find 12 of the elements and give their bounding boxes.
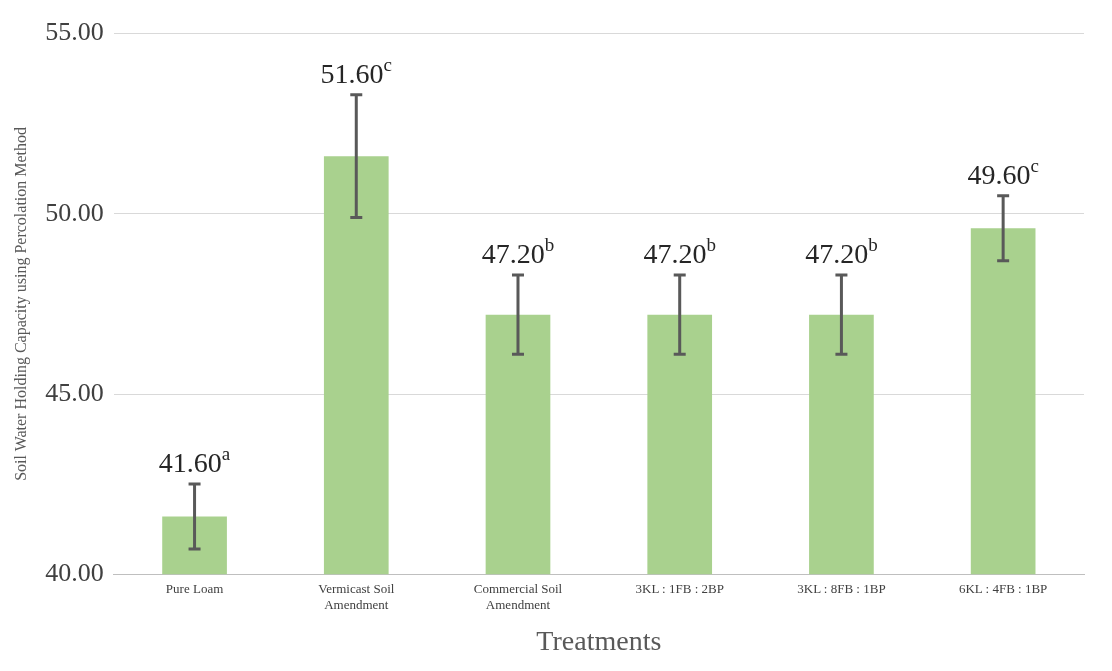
- x-tick-label: 3KL : 1FB : 2BP: [635, 581, 724, 597]
- y-tick-label: 55.00: [45, 17, 104, 47]
- y-tick-label: 40.00: [45, 558, 104, 588]
- x-tick-label: 3KL : 8FB : 1BP: [797, 581, 886, 597]
- y-axis-title: Soil Water Holding Capacity using Percolation Method: [11, 126, 30, 481]
- x-tick-label: Vermicast Soil Amendment: [318, 581, 395, 613]
- x-tick-label: Commercial Soil Amendment: [473, 581, 563, 613]
- x-tick-label: 6KL : 4FB : 1BP: [958, 581, 1048, 597]
- x-axis-title: Treatments: [536, 624, 662, 656]
- x-tick-label: Pure Loam: [165, 581, 224, 597]
- y-tick-label: 50.00: [45, 197, 104, 227]
- y-tick-label: 45.00: [45, 377, 104, 407]
